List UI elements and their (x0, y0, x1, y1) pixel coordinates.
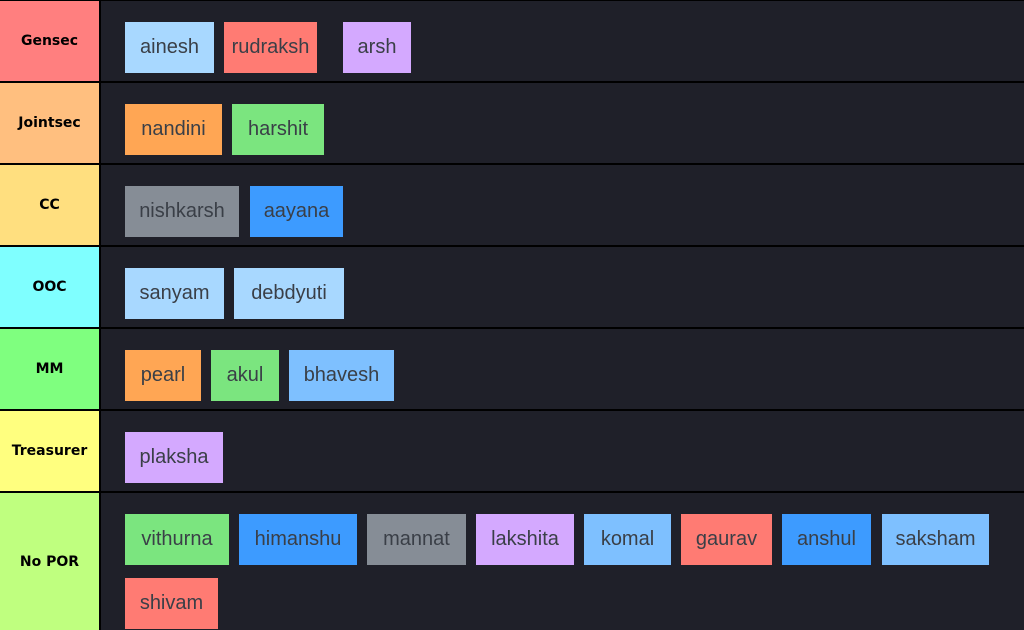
tier-item-gaurav[interactable]: gaurav (681, 514, 772, 565)
tier-item-plaksha[interactable]: plaksha (125, 432, 223, 483)
tier-item-debdyuti[interactable]: debdyuti (234, 268, 344, 319)
tier-label-mm: MM (0, 329, 99, 409)
tier-items-gensec[interactable]: ainesh rudraksh arsh (101, 1, 1024, 81)
tier-row-gensec: Gensec ainesh rudraksh arsh (0, 1, 1024, 81)
tier-item-harshit[interactable]: harshit (232, 104, 324, 155)
tier-label-no-por: No POR (0, 493, 99, 630)
tier-item-himanshu[interactable]: himanshu (239, 514, 357, 565)
tier-item-sanyam[interactable]: sanyam (125, 268, 224, 319)
tier-items-mm[interactable]: pearl akul bhavesh (101, 329, 1024, 409)
tier-row-ooc: OOC sanyam debdyuti (0, 247, 1024, 327)
tier-row-cc: CC nishkarsh aayana (0, 165, 1024, 245)
tier-item-nishkarsh[interactable]: nishkarsh (125, 186, 239, 237)
tier-label-jointsec: Jointsec (0, 83, 99, 163)
tier-row-jointsec: Jointsec nandini harshit (0, 83, 1024, 163)
tier-item-pearl[interactable]: pearl (125, 350, 201, 401)
tier-item-bhavesh[interactable]: bhavesh (289, 350, 394, 401)
tier-item-vithurna[interactable]: vithurna (125, 514, 229, 565)
tier-item-ainesh[interactable]: ainesh (125, 22, 214, 73)
tier-row-mm: MM pearl akul bhavesh (0, 329, 1024, 409)
tier-item-anshul[interactable]: anshul (782, 514, 871, 565)
tier-item-saksham[interactable]: saksham (882, 514, 989, 565)
tier-items-no-por[interactable]: vithurna himanshu mannat lakshita komal gaura… (101, 493, 1024, 630)
tier-items-treasurer[interactable]: plaksha (101, 411, 1024, 491)
tier-items-ooc[interactable]: sanyam debdyuti (101, 247, 1024, 327)
tier-label-cc: CC (0, 165, 99, 245)
tier-row-no-por: No POR vithurna himanshu mannat lakshita koma… (0, 493, 1024, 630)
tier-items-cc[interactable]: nishkarsh aayana (101, 165, 1024, 245)
tier-label-ooc: OOC (0, 247, 99, 327)
tier-item-lakshita[interactable]: lakshita (476, 514, 574, 565)
tier-items-jointsec[interactable]: nandini harshit (101, 83, 1024, 163)
tier-item-nandini[interactable]: nandini (125, 104, 222, 155)
tier-item-aayana[interactable]: aayana (250, 186, 343, 237)
tier-item-shivam[interactable]: shivam (125, 578, 218, 629)
tier-item-mannat[interactable]: mannat (367, 514, 466, 565)
tier-label-treasurer: Treasurer (0, 411, 99, 491)
tier-row-treasurer: Treasurer plaksha (0, 411, 1024, 491)
tier-item-arsh[interactable]: arsh (343, 22, 411, 73)
tier-item-komal[interactable]: komal (584, 514, 671, 565)
tier-label-gensec: Gensec (0, 1, 99, 81)
tier-item-akul[interactable]: akul (211, 350, 279, 401)
tier-item-rudraksh[interactable]: rudraksh (224, 22, 317, 73)
